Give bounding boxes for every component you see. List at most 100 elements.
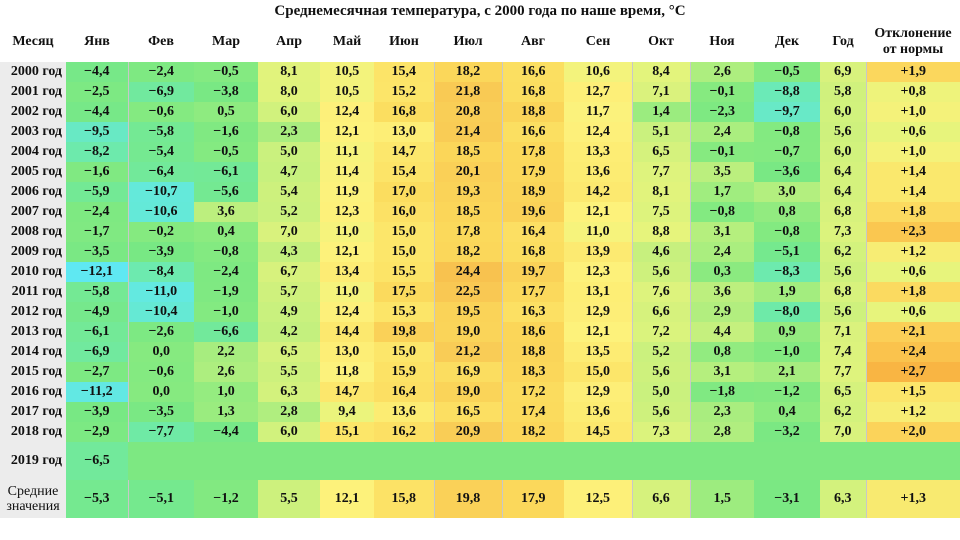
cell-mar: 0,5 [194,102,258,122]
cell-jan: −2,7 [66,362,128,382]
cell-oct: 7,3 [631,422,690,442]
cell-aug: 16,6 [501,62,564,82]
cell-oct: 5,6 [631,402,690,422]
cell-dec: −9,7 [754,102,820,122]
cell-apr: 2,3 [258,122,320,142]
cell-jan: −9,5 [66,122,128,142]
cell-nov: 2,6 [689,62,754,82]
cell-dec: −8,0 [754,302,820,322]
cell-aug: 17,9 [501,162,564,182]
cell-aug: 16,8 [501,242,564,262]
col-header-oct: Окт [632,22,690,62]
cell-deviation: +1,4 [865,162,960,182]
cell-apr: 5,5 [258,362,320,382]
table-body: 2000 год −4,4 −2,4 −0,5 8,1 10,5 15,4 18,2 16,6 1… [0,62,960,518]
cell-aug: 16,8 [501,82,564,102]
table-row: 2001 год −2,5 −6,9 −3,8 8,0 10,5 15,2 21,8 16,8 1… [0,82,960,102]
cell-sep: 13,9 [564,242,632,262]
cell-jul: 20,1 [433,162,502,182]
cell-apr: 5,0 [258,142,320,162]
cell-mar: 3,6 [194,202,258,222]
cell-deviation: +2,1 [865,322,960,342]
row-label: 2017 год [0,402,66,422]
cell-aug: 18,2 [501,422,564,442]
cell-jun: 17,5 [374,282,434,302]
cell-deviation: +1,2 [865,242,960,262]
cell-dec: 0,8 [754,202,820,222]
cell-mar: −6,6 [194,322,258,342]
table-row: 2009 год −3,5 −3,9 −0,8 4,3 12,1 15,0 18,2 16,8 1… [0,242,960,262]
col-header-jul: Июл [434,22,502,62]
cell-feb: −0,6 [127,362,194,382]
temperature-table: Месяц Янв Фев Мар Апр Май Июн Июл Авг Се… [0,22,960,518]
cell-dec: −0,7 [754,142,820,162]
cell-deviation: +1,8 [865,282,960,302]
cell-may: 11,4 [320,162,374,182]
cell-sep: 13,1 [564,282,632,302]
cell-nov: 1,7 [689,182,754,202]
cell-deviation: +0,8 [865,82,960,102]
cell-feb: −5,1 [127,480,194,518]
cell-jan: −4,4 [66,102,128,122]
cell-dec: −8,3 [754,262,820,282]
cell-aug: 18,8 [501,342,564,362]
cell-jul: 24,4 [433,262,502,282]
cell-jan: −6,5 [66,442,128,480]
cell-apr: 8,0 [258,82,320,102]
cell-jan: −11,2 [66,382,128,402]
cell-may: 10,5 [320,62,374,82]
cell-apr: 5,4 [258,182,320,202]
cell-may: 11,9 [320,182,374,202]
cell-apr: 6,7 [258,262,320,282]
cell-feb: −6,4 [127,162,194,182]
cell-jun: 15,4 [374,62,434,82]
cell-aug: 16,6 [501,122,564,142]
cell-deviation: +0,6 [865,122,960,142]
cell-nov: 0,3 [689,262,754,282]
cell-year: 6,5 [820,382,866,402]
cell-sep: 12,4 [564,122,632,142]
cell-may: 14,4 [320,322,374,342]
cell-deviation: +2,0 [865,422,960,442]
cell-aug: 17,9 [501,480,564,518]
cell-mar: −5,6 [194,182,258,202]
cell-nov: −2,3 [689,102,754,122]
cell-jul: 21,4 [433,122,502,142]
cell-nov: 3,5 [689,162,754,182]
cell-oct: 5,0 [631,382,690,402]
cell-may: 12,3 [320,202,374,222]
cell-feb: −0,6 [127,102,194,122]
cell-nov: 1,5 [689,480,754,518]
cell-oct: 1,4 [631,102,690,122]
header-row: Месяц Янв Фев Мар Апр Май Июн Июл Авг Се… [0,22,960,62]
cell-aug: 19,7 [501,262,564,282]
col-header-aug: Авг [502,22,564,62]
cell-apr: 6,0 [258,102,320,122]
cell-nov: 2,4 [689,242,754,262]
row-label: 2014 год [0,342,66,362]
cell-dec: −0,5 [754,62,820,82]
cell-may: 13,0 [320,342,374,362]
cell-jan: −4,9 [66,302,128,322]
row-label: 2011 год [0,282,66,302]
row-label: 2007 год [0,202,66,222]
table-row: 2019 год −6,5 [0,442,960,480]
row-label: 2009 год [0,242,66,262]
cell-year: 6,9 [820,62,866,82]
table-row: 2003 год −9,5 −5,8 −1,6 2,3 12,1 13,0 21,4 16,6 1… [0,122,960,142]
cell-apr: 6,3 [258,382,320,402]
cell-oct: 5,2 [631,342,690,362]
table-row: 2010 год −12,1 −8,4 −2,4 6,7 13,4 15,5 24,4 19,7… [0,262,960,282]
cell-aug: 19,6 [501,202,564,222]
cell-jul: 20,8 [433,102,502,122]
cell-jul: 16,9 [433,362,502,382]
cell-nov: 0,8 [689,342,754,362]
cell-jun: 13,0 [374,122,434,142]
cell-feb: −0,2 [127,222,194,242]
cell-nov: 3,1 [689,362,754,382]
cell-sep: 13,5 [564,342,632,362]
cell-mar: 1,0 [194,382,258,402]
cell-deviation: +1,9 [865,62,960,82]
cell-deviation: +0,6 [865,302,960,322]
